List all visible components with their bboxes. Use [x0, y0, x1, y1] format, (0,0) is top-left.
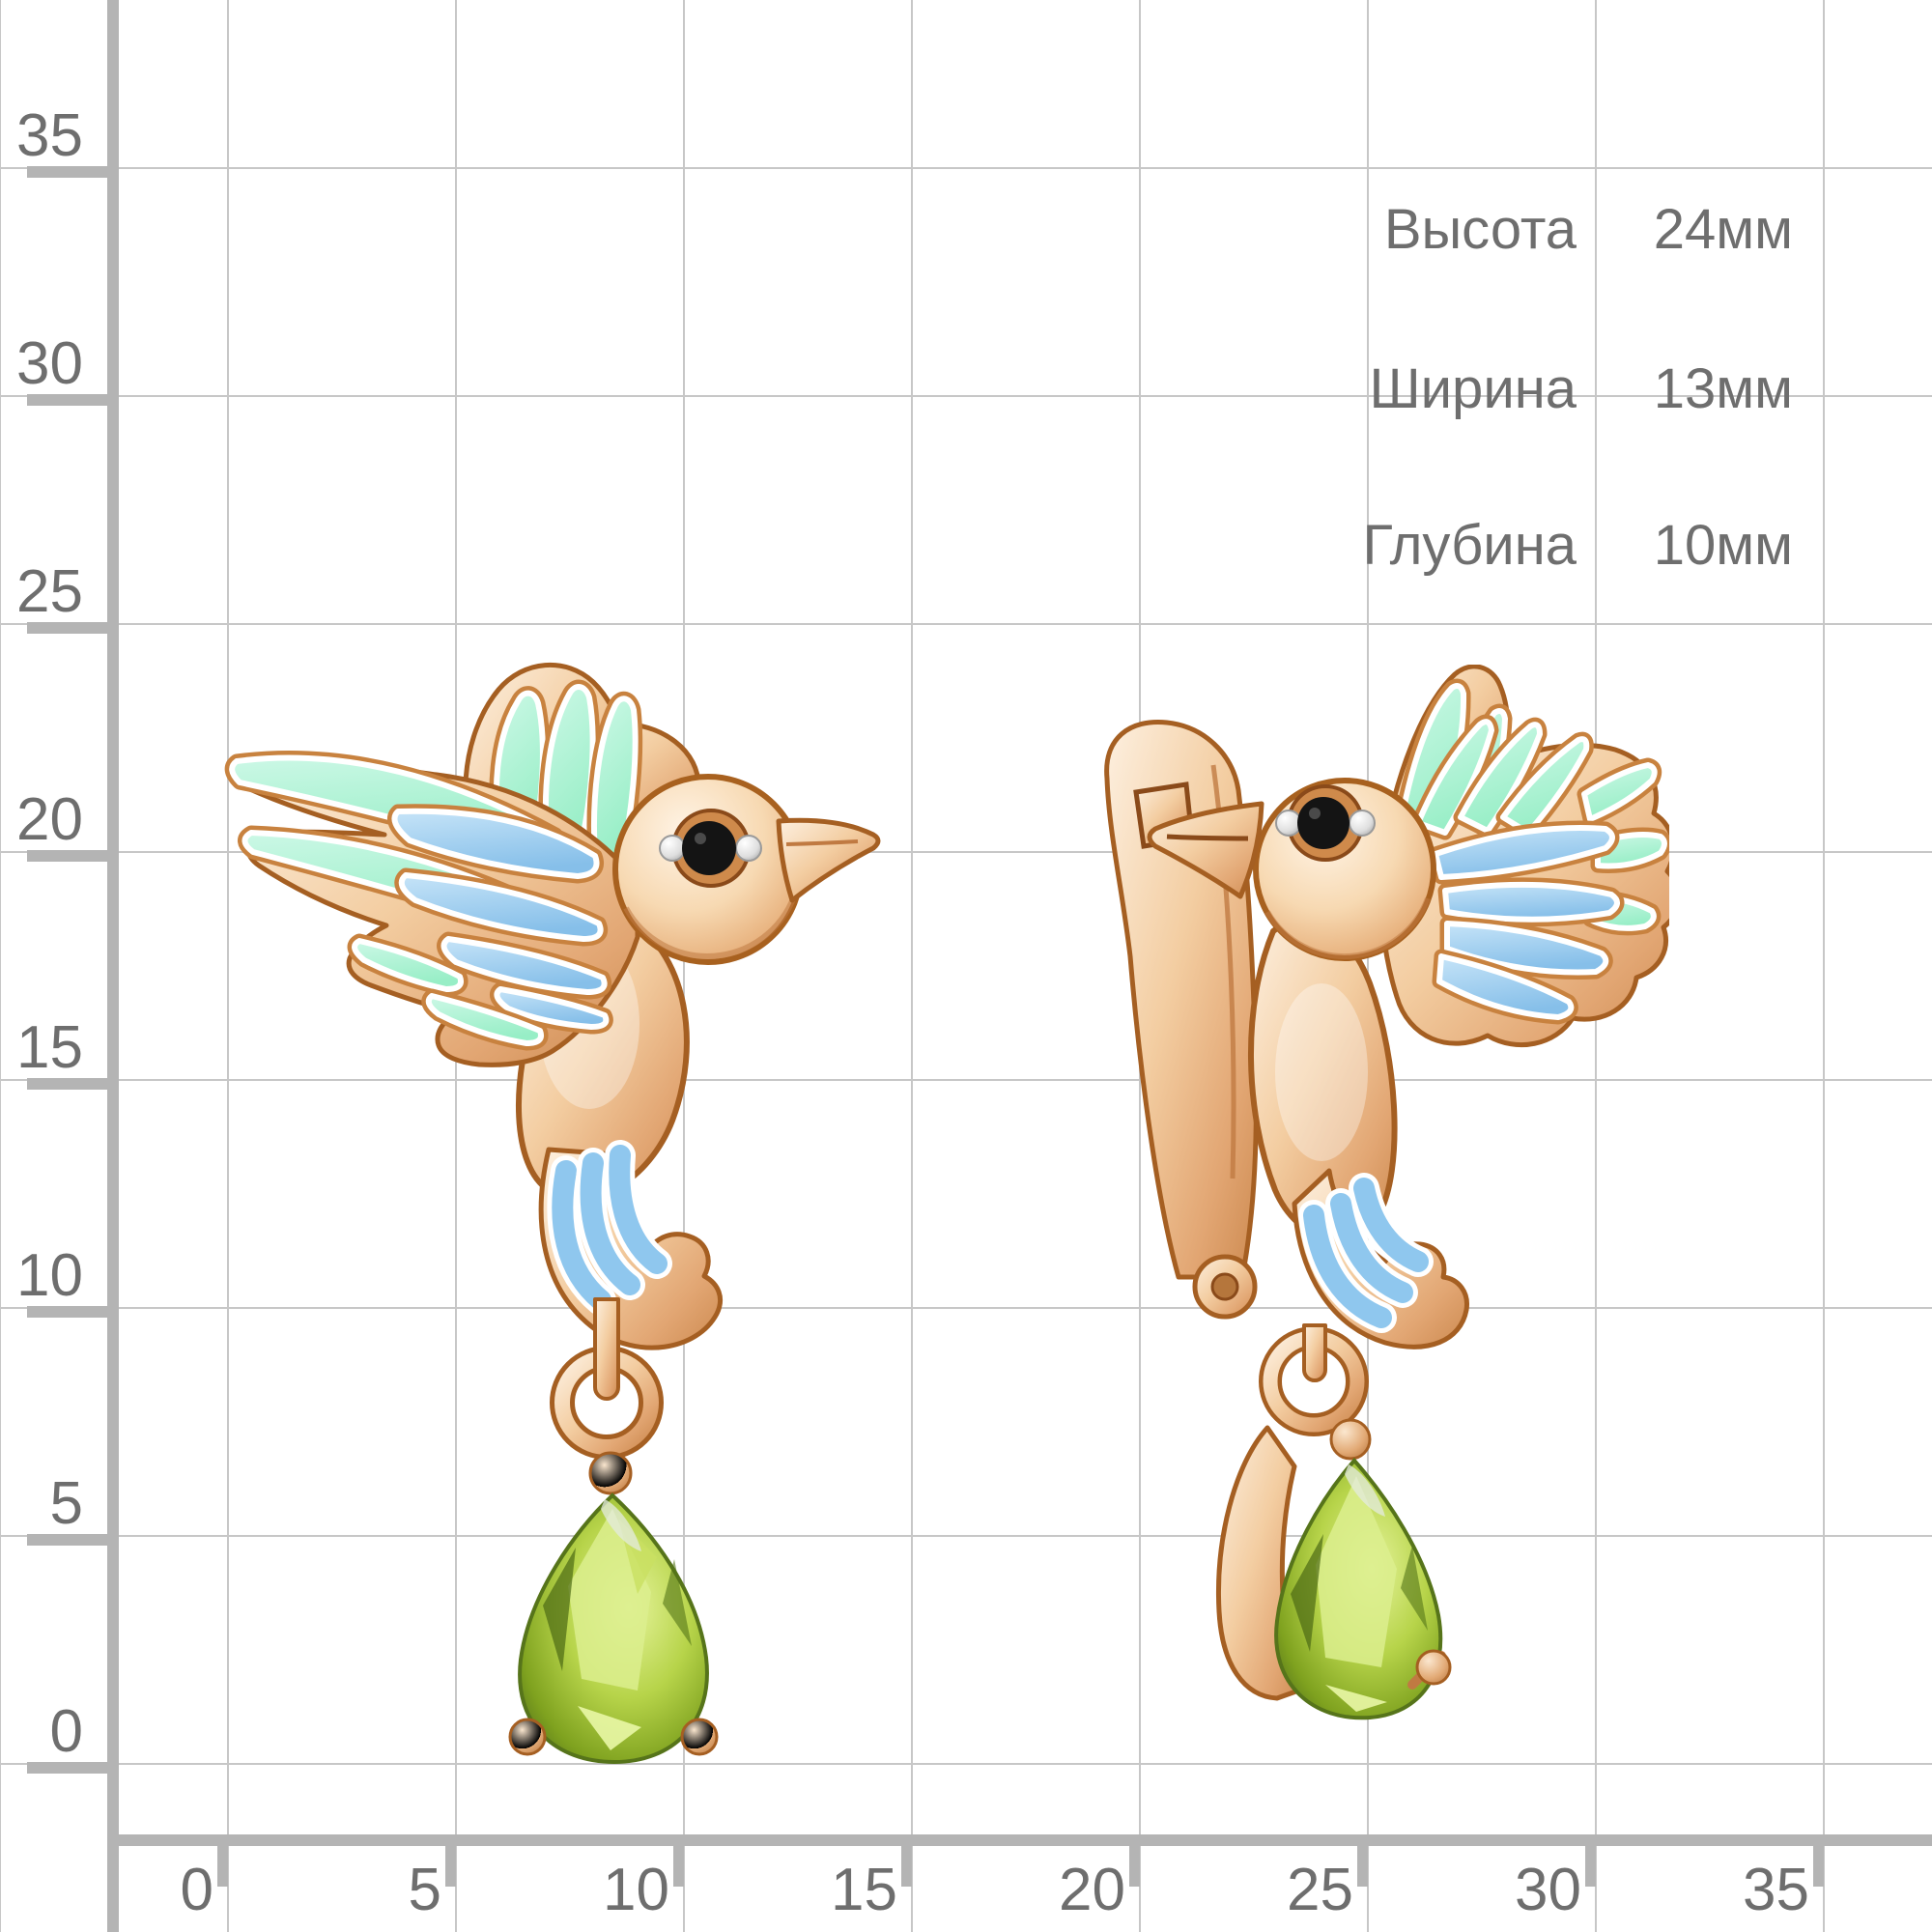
- eye-prong: [735, 835, 762, 862]
- eye-prong: [659, 835, 686, 862]
- x-axis-tick: [673, 1846, 684, 1887]
- x-axis-tick: [1129, 1846, 1140, 1887]
- left-peridot-drop: [508, 1492, 719, 1765]
- y-axis-label: 35: [16, 102, 83, 169]
- x-axis-label: 35: [1743, 1857, 1809, 1923]
- left-bird-tail: [538, 1140, 723, 1350]
- x-axis-tick: [445, 1846, 456, 1887]
- right-earring-link: [1259, 1323, 1372, 1461]
- x-axis-label: 5: [408, 1857, 441, 1923]
- x-axis-label: 0: [180, 1857, 213, 1923]
- x-axis-tick: [901, 1846, 912, 1887]
- y-axis-spine: [107, 0, 119, 1932]
- prong-ball: [680, 1718, 719, 1756]
- left-earring-image: [224, 663, 881, 1765]
- right-bird-eye-stone: [1275, 784, 1376, 862]
- dimension-label-width: Ширина: [1369, 357, 1577, 420]
- left-bird-front-wing: [224, 751, 640, 1067]
- y-axis-label: 25: [16, 558, 83, 625]
- x-axis-label: 30: [1515, 1857, 1581, 1923]
- y-axis-label: 30: [16, 330, 83, 397]
- dimension-value-height: 24мм: [1653, 198, 1793, 261]
- x-axis-label: 25: [1287, 1857, 1353, 1923]
- right-bird-spread-wing: [1378, 714, 1669, 1048]
- x-axis-tick: [217, 1846, 228, 1887]
- prong-ball: [1415, 1649, 1452, 1686]
- x-axis-label: 15: [831, 1857, 897, 1923]
- y-axis-tick: [27, 1306, 109, 1318]
- dimension-label-depth: Глубина: [1362, 514, 1577, 577]
- y-axis-tick: [27, 394, 109, 406]
- y-axis-tick: [27, 1762, 109, 1774]
- x-axis-label: 10: [603, 1857, 669, 1923]
- eye-prong: [1349, 810, 1376, 837]
- prong-ball: [508, 1718, 547, 1756]
- y-axis-tick: [27, 1078, 109, 1090]
- y-axis-label: 10: [16, 1242, 83, 1309]
- link-ball: [588, 1451, 633, 1495]
- y-axis-label: 15: [16, 1014, 83, 1081]
- y-axis-label: 5: [49, 1470, 83, 1537]
- dimension-value-width: 13мм: [1653, 357, 1793, 420]
- y-axis-tick: [27, 166, 109, 178]
- dimension-label-height: Высота: [1383, 198, 1577, 261]
- y-axis-label: 0: [49, 1698, 83, 1765]
- right-bird-tail: [1292, 1168, 1469, 1350]
- x-axis-label: 20: [1059, 1857, 1125, 1923]
- left-earring-link: [550, 1297, 664, 1495]
- dimension-value-depth: 10мм: [1653, 514, 1793, 577]
- right-bird-beak: [1147, 801, 1264, 899]
- x-axis-spine: [107, 1834, 1932, 1846]
- right-peridot-drop: [1216, 1425, 1452, 1720]
- x-axis-tick: [1813, 1846, 1824, 1887]
- y-axis-tick: [27, 622, 109, 634]
- left-bird-eye-stone: [659, 809, 762, 888]
- y-axis-label: 20: [16, 786, 83, 853]
- x-axis-tick: [1585, 1846, 1596, 1887]
- right-earring-image: [1104, 665, 1669, 1720]
- x-axis-tick: [1357, 1846, 1368, 1887]
- y-axis-tick: [27, 850, 109, 862]
- y-axis-tick: [27, 1534, 109, 1546]
- left-bird-beak: [776, 817, 881, 903]
- link-ball: [1329, 1418, 1372, 1461]
